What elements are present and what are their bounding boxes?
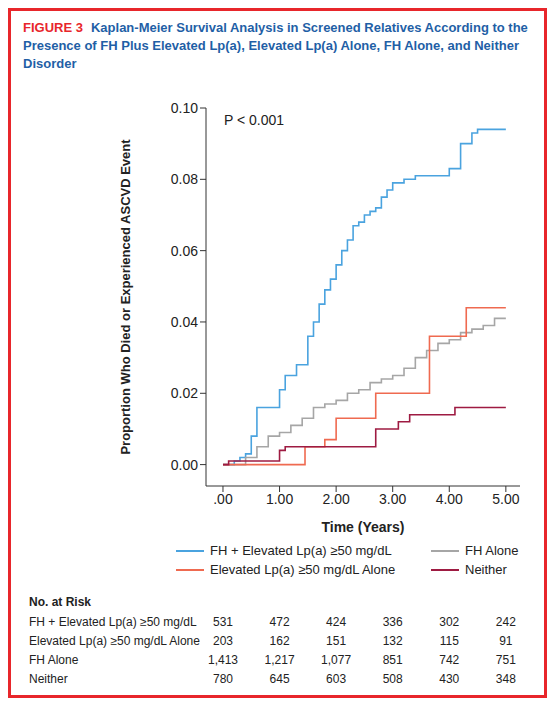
html-text:430: 430 bbox=[439, 672, 460, 686]
html-text:Neither: Neither bbox=[465, 562, 507, 577]
svg-text:0.06: 0.06 bbox=[171, 243, 198, 259]
html-text:645: 645 bbox=[269, 672, 290, 686]
html-text:851: 851 bbox=[382, 653, 403, 667]
svg-text:Proportion Who Died or Experie: Proportion Who Died or Experienced ASCVD… bbox=[118, 139, 133, 455]
html-text:203: 203 bbox=[213, 634, 233, 648]
svg-text:0.00: 0.00 bbox=[171, 457, 198, 473]
svg-text:4.00: 4.00 bbox=[436, 491, 463, 507]
html-text:91: 91 bbox=[499, 634, 513, 648]
html-text:242: 242 bbox=[495, 615, 516, 629]
svg-text:3.00: 3.00 bbox=[379, 491, 406, 507]
html-text:424: 424 bbox=[326, 615, 347, 629]
html-text:302: 302 bbox=[439, 615, 460, 629]
html-text:780: 780 bbox=[213, 672, 233, 686]
html-text:Neither: Neither bbox=[29, 672, 68, 686]
svg-text:0.04: 0.04 bbox=[171, 314, 198, 330]
html-text:Elevated Lp(a) ≥50 mg/dL Alone: Elevated Lp(a) ≥50 mg/dL Alone bbox=[210, 562, 396, 577]
html-text:531: 531 bbox=[213, 615, 233, 629]
svg-text:.00: .00 bbox=[213, 491, 233, 507]
html-text:1,217: 1,217 bbox=[264, 653, 295, 667]
html-text:742: 742 bbox=[439, 653, 460, 667]
svg-text:0.10: 0.10 bbox=[171, 100, 198, 116]
html-text:Elevated Lp(a) ≥50 mg/dL Alone: Elevated Lp(a) ≥50 mg/dL Alone bbox=[29, 634, 200, 648]
html-text:FH + Elevated Lp(a) ≥50 mg/dL: FH + Elevated Lp(a) ≥50 mg/dL bbox=[29, 615, 197, 629]
html-text:151: 151 bbox=[326, 634, 347, 648]
html-text:115: 115 bbox=[439, 634, 459, 648]
html-text:751: 751 bbox=[495, 653, 516, 667]
html-text:162: 162 bbox=[269, 634, 290, 648]
html-text:FIGURE 3: FIGURE 3 bbox=[23, 20, 83, 35]
html-text:FH Alone: FH Alone bbox=[29, 653, 79, 667]
html-text:FH Alone: FH Alone bbox=[465, 543, 519, 558]
html-text:Kaplan-Meier Survival Analysis: Kaplan-Meier Survival Analysis in Screen… bbox=[23, 20, 528, 71]
html-text:No. at Risk: No. at Risk bbox=[29, 595, 91, 609]
html-text:P < 0.001: P < 0.001 bbox=[224, 112, 285, 128]
html-text:348: 348 bbox=[495, 672, 516, 686]
html-text:1,413: 1,413 bbox=[208, 653, 238, 667]
svg-text:5.00: 5.00 bbox=[492, 491, 519, 507]
svg-text:0.02: 0.02 bbox=[171, 385, 198, 401]
html-text:472: 472 bbox=[269, 615, 290, 629]
html-text:508: 508 bbox=[382, 672, 403, 686]
svg-text:1.00: 1.00 bbox=[266, 491, 293, 507]
svg-text:2.00: 2.00 bbox=[323, 491, 350, 507]
svg-text:Time (Years): Time (Years) bbox=[321, 519, 404, 535]
html-text:132: 132 bbox=[382, 634, 403, 648]
html-text:FH + Elevated Lp(a) ≥50 mg/dL: FH + Elevated Lp(a) ≥50 mg/dL bbox=[210, 543, 392, 558]
html-text:336: 336 bbox=[382, 615, 403, 629]
svg-text:0.08: 0.08 bbox=[171, 171, 198, 187]
html-text:1,077: 1,077 bbox=[321, 653, 352, 667]
html-text:603: 603 bbox=[326, 672, 347, 686]
